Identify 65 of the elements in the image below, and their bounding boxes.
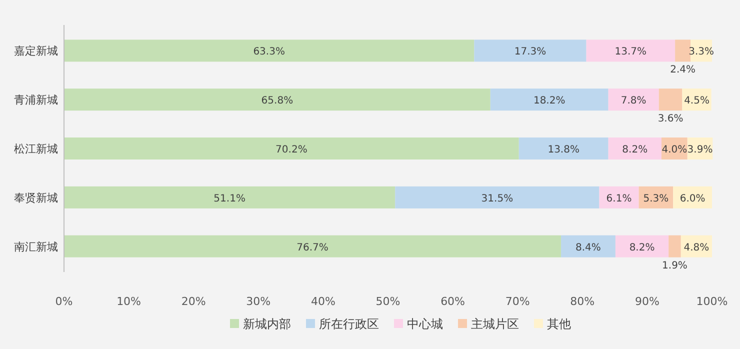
data-label: 4.0% bbox=[662, 144, 688, 156]
bar bbox=[64, 186, 396, 208]
data-label: 17.3% bbox=[514, 46, 546, 58]
bar bbox=[599, 186, 639, 208]
data-label: 65.8% bbox=[261, 96, 294, 107]
data-label: 7.8% bbox=[620, 96, 646, 107]
x-tick-label: 40% bbox=[310, 295, 336, 308]
x-tick-label: 10% bbox=[116, 295, 142, 308]
x-tick-label: 90% bbox=[634, 295, 660, 308]
data-label: 13.8% bbox=[548, 144, 580, 156]
data-label: 1.9% bbox=[662, 260, 688, 272]
bar bbox=[518, 137, 608, 160]
bar bbox=[658, 88, 682, 111]
data-label: 4.8% bbox=[684, 242, 710, 254]
data-label: 5.3% bbox=[643, 193, 669, 204]
bar bbox=[608, 137, 662, 160]
bar bbox=[64, 88, 490, 111]
data-label: 76.7% bbox=[296, 242, 328, 254]
legend-label: 所在行政区 bbox=[319, 317, 379, 331]
data-label: 18.2% bbox=[533, 96, 566, 107]
data-label: 63.3% bbox=[253, 46, 285, 58]
legend-label: 其他 bbox=[547, 317, 571, 331]
data-label: 4.5% bbox=[684, 96, 710, 107]
bar bbox=[474, 40, 586, 62]
bar bbox=[64, 137, 519, 160]
bar bbox=[675, 40, 691, 62]
y-tick-label: 松江新城 bbox=[14, 142, 58, 156]
y-tick-label: 南汇新城 bbox=[14, 240, 58, 254]
data-label: 3.6% bbox=[658, 114, 684, 125]
legend-label: 新城内部 bbox=[243, 317, 291, 331]
bar bbox=[673, 186, 712, 208]
bar bbox=[64, 235, 562, 258]
data-label: 6.0% bbox=[680, 193, 706, 204]
bar bbox=[490, 88, 608, 111]
x-tick-label: 50% bbox=[376, 295, 400, 308]
x-tick-label: 0% bbox=[55, 295, 73, 308]
data-label: 6.1% bbox=[606, 193, 632, 204]
bar bbox=[608, 88, 659, 111]
x-tick-label: 60% bbox=[440, 295, 466, 308]
y-tick-label: 嘉定新城 bbox=[14, 44, 58, 58]
data-label: 31.5% bbox=[481, 193, 514, 204]
x-tick-label: 20% bbox=[181, 295, 206, 308]
data-label: 70.2% bbox=[276, 144, 308, 156]
data-label: 3.9% bbox=[687, 144, 713, 156]
x-tick-label: 70% bbox=[505, 295, 530, 308]
data-label: 51.1% bbox=[214, 193, 246, 204]
x-tick-label: 30% bbox=[246, 295, 271, 308]
bar bbox=[395, 186, 600, 208]
x-tick-label: 100% bbox=[696, 295, 728, 308]
bar bbox=[64, 40, 474, 62]
legend-label: 主城片区 bbox=[471, 317, 519, 331]
bar bbox=[668, 235, 681, 258]
data-label: 13.7% bbox=[614, 46, 647, 58]
bar bbox=[586, 40, 676, 62]
y-tick-label: 青浦新城 bbox=[14, 94, 58, 107]
data-label: 2.4% bbox=[670, 64, 696, 76]
x-tick-label: 80% bbox=[570, 295, 595, 308]
legend-label: 中心城 bbox=[407, 317, 443, 331]
data-label: 3.3% bbox=[688, 46, 714, 58]
data-label: 8.2% bbox=[629, 242, 655, 254]
bar bbox=[561, 235, 616, 258]
data-label: 8.2% bbox=[622, 144, 648, 156]
bar bbox=[615, 235, 669, 258]
data-label: 8.4% bbox=[576, 242, 601, 254]
y-tick-label: 奉贤新城 bbox=[14, 191, 58, 204]
